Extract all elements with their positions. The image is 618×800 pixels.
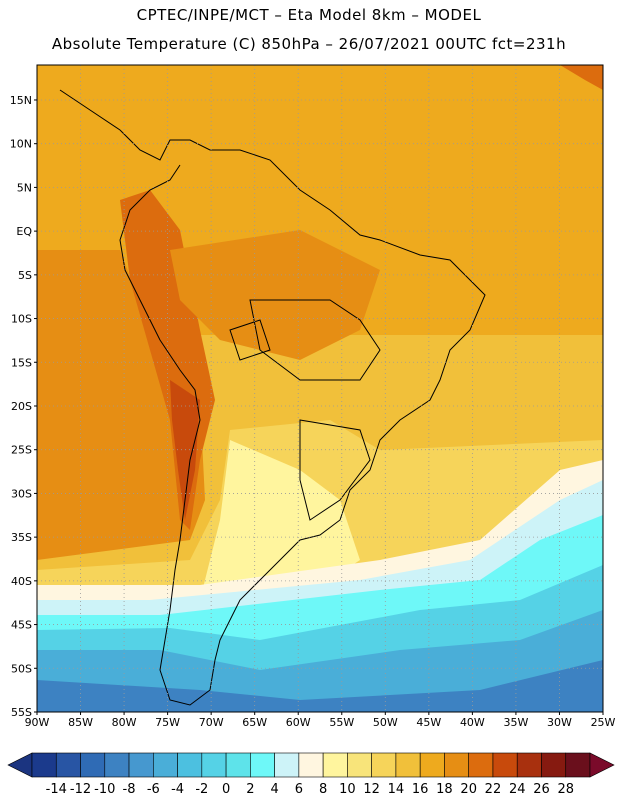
colorbar-tick-label: -2 (195, 782, 208, 797)
lat-tick-label: 5S (18, 269, 32, 282)
colorbar-segment (492, 752, 518, 778)
colorbar-tick-label: 28 (557, 782, 574, 797)
colorbar-segment (31, 752, 57, 778)
coastlines (59, 89, 486, 706)
colorbar-segment (55, 752, 81, 778)
colorbar-segment (250, 752, 275, 778)
lat-tick-label: 5N (17, 181, 32, 194)
lon-tick-label: 40W (460, 716, 485, 729)
colorbar-segment (80, 752, 106, 778)
colorbar-segment (347, 752, 372, 778)
colorbar-segment (104, 752, 130, 778)
colorbar-segment (419, 752, 445, 778)
lat-tick-label: 35S (11, 531, 32, 544)
colorbar-tick-label: 4 (270, 782, 278, 797)
colorbar-tick-label: 6 (295, 782, 303, 797)
lat-tick-label: 10S (11, 313, 32, 326)
colorbar-segment (565, 752, 591, 778)
colorbar: -14 -12 -10 -8 -6 -4 -2 0 2 4 6 8 10 12 14 16 18 20 22 24 26… (7, 752, 615, 797)
colorbar-tick-label: 8 (319, 782, 327, 797)
colorbar-segment (516, 752, 542, 778)
lat-tick-label: 55S (11, 706, 32, 719)
lon-tick-label: 80W (112, 716, 137, 729)
colorbar-segment (371, 752, 397, 778)
colorbar-tick-label: 26 (533, 782, 550, 797)
lat-tick-label: 15N (10, 94, 32, 107)
lat-tick-label: EQ (16, 225, 32, 238)
colorbar-tick-label: -6 (147, 782, 160, 797)
colorbar-segment (201, 752, 227, 778)
colorbar-tick-label: 10 (339, 782, 356, 797)
chart-title-line2: Absolute Temperature (C) 850hPa – 26/07/… (51, 35, 567, 53)
lat-tick-label: 40S (11, 575, 32, 588)
lat-tick-label: 25S (11, 444, 32, 457)
colorbar-segment (128, 752, 154, 778)
map-frame (36, 64, 604, 713)
lat-tick-label: 20S (11, 400, 32, 413)
colorbar-segment (298, 752, 324, 778)
colorbar-tick-label: 20 (460, 782, 477, 797)
colorbar-tick-label: 0 (222, 782, 230, 797)
colorbar-tick-label: -14 (46, 782, 67, 797)
lat-tick-label: 45S (11, 619, 32, 632)
colorbar-segment (225, 752, 251, 778)
colorbar-segment (444, 752, 469, 778)
colorbar-segment (395, 752, 421, 778)
colorbar-segment (274, 752, 300, 778)
latitude-labels: 15N 10N 5N EQ 5S 10S 15S 20S 25S 30S 35S 40S 45S 50S 5… (10, 94, 37, 719)
colorbar-tick-label: 14 (388, 782, 405, 797)
lon-tick-label: 55W (329, 716, 354, 729)
lat-tick-label: 10N (10, 138, 32, 151)
lon-tick-label: 65W (242, 716, 267, 729)
colorbar-segment (177, 752, 203, 778)
colorbar-tick-label: -4 (171, 782, 184, 797)
colorbar-tick-label: -10 (94, 782, 115, 797)
colorbar-tick-label: 12 (363, 782, 380, 797)
lon-tick-label: 85W (68, 716, 93, 729)
lon-tick-label: 90W (25, 716, 50, 729)
lon-tick-label: 60W (286, 716, 311, 729)
lat-tick-label: 15S (11, 356, 32, 369)
colorbar-tick-label: 22 (485, 782, 502, 797)
lon-tick-label: 75W (155, 716, 180, 729)
lat-tick-label: 30S (11, 487, 32, 500)
colorbar-tick-label: 16 (412, 782, 429, 797)
colorbar-over-arrow (589, 752, 615, 778)
colorbar-tick-label: 18 (436, 782, 453, 797)
colorbar-tick-label: -8 (123, 782, 136, 797)
colorbar-segment (541, 752, 567, 778)
colorbar-segment (153, 752, 178, 778)
lat-tick-label: 50S (11, 662, 32, 675)
lon-tick-label: 35W (503, 716, 528, 729)
map-field (37, 65, 603, 712)
colorbar-under-arrow (7, 752, 33, 778)
lon-tick-label: 25W (591, 716, 616, 729)
lon-tick-label: 45W (416, 716, 441, 729)
colorbar-segment (322, 752, 348, 778)
lon-tick-label: 50W (373, 716, 398, 729)
lon-tick-label: 30W (547, 716, 572, 729)
lon-tick-label: 70W (199, 716, 224, 729)
longitude-labels: 90W 85W 80W 75W 70W 65W 60W 55W 50W 45W 40W 35W 30W 2… (25, 712, 616, 729)
colorbar-tick-label: 24 (509, 782, 526, 797)
colorbar-segment (468, 752, 494, 778)
colorbar-tick-label: -12 (70, 782, 91, 797)
colorbar-tick-label: 2 (246, 782, 254, 797)
chart-title-line1: CPTEC/INPE/MCT – Eta Model 8km – MODEL (136, 6, 482, 24)
